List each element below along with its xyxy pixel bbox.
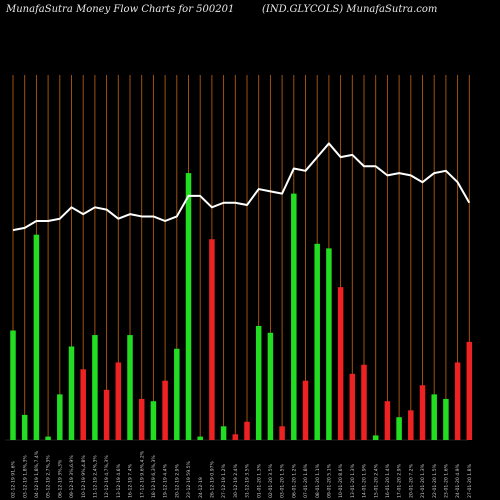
money-flow-bar xyxy=(185,173,192,440)
x-tick-label: 22-01-20 1.5% xyxy=(432,463,438,498)
money-flow-bar xyxy=(408,410,414,440)
money-flow-bar xyxy=(127,335,133,440)
x-tick-label: 20-12-19 2.9% xyxy=(174,463,180,498)
x-tick-label: 13-12-19 4.6% xyxy=(116,463,122,498)
x-tick-label: 02-12-19 91.6% xyxy=(11,460,17,498)
money-flow-bar xyxy=(10,330,16,440)
x-tick-label: 09-12-19 3%,6.9% xyxy=(69,455,75,498)
x-tick-label: 03-01-20 1.5% xyxy=(280,463,286,498)
money-flow-bar xyxy=(150,401,157,440)
x-tick-label: 27-01-20 1.8% xyxy=(467,463,473,498)
money-flow-bar xyxy=(80,369,86,440)
x-tick-label: 15-01-20 2.4% xyxy=(373,463,379,498)
x-tick-label: 26-12-19 0.97% xyxy=(210,460,216,498)
money-flow-bar xyxy=(138,398,145,440)
x-tick-label: 07-01-20 1.8% xyxy=(303,463,309,498)
money-flow-bar xyxy=(244,421,250,440)
x-tick-label: 13-01-20 1.3% xyxy=(350,463,356,498)
x-tick-label: 02-01-20 3.5% xyxy=(268,463,274,498)
money-flow-bar xyxy=(454,362,461,440)
money-flow-bar xyxy=(255,325,262,440)
money-flow-bar xyxy=(115,362,122,440)
money-flow-bar xyxy=(372,435,379,440)
x-tick-label: 03-12-19 1,8%,3% xyxy=(22,455,28,498)
x-tick-label: 16-12-19 7.4% xyxy=(128,463,134,498)
x-tick-label: 06-12-19 3%,3% xyxy=(57,459,63,498)
money-flow-bar xyxy=(103,389,110,440)
money-flow-bar xyxy=(220,426,227,440)
money-flow-bar xyxy=(45,436,51,440)
money-flow-bar xyxy=(443,398,449,440)
money-flow-bar xyxy=(279,426,285,440)
money-flow-bar xyxy=(92,335,98,440)
money-flow-bar xyxy=(232,434,239,440)
chart-title: MunafaSutra Money Flow Charts for 500201 xyxy=(6,4,235,15)
x-tick-label: 14-01-20 1.9% xyxy=(362,463,368,498)
x-tick-label: 20-01-20 7.2% xyxy=(408,463,414,498)
x-tick-label: 16-01-20 1.4% xyxy=(385,463,391,498)
x-tick-label: 09-01-20 5.1% xyxy=(327,463,333,498)
money-flow-bar xyxy=(466,341,473,440)
x-tick-label: 08-01-20 1.1% xyxy=(315,463,321,498)
x-tick-label: 27-12-19 1.2% xyxy=(221,463,227,498)
money-flow-bar xyxy=(174,348,180,440)
money-flow-bar xyxy=(267,332,274,440)
money-flow-bar xyxy=(302,380,309,440)
x-tick-label: 30-12-19 2.4% xyxy=(233,463,239,498)
x-tick-label: 19-12-19 4.4% xyxy=(163,463,169,498)
x-tick-label: 17-01-20 2.9% xyxy=(397,463,403,498)
money-flow-bar xyxy=(431,394,437,440)
x-tick-label: 05-12-19 2,7%,3% xyxy=(46,455,52,498)
x-tick-label: 23-12-19 59.5% xyxy=(186,460,192,498)
x-tick-label: 10-01-20 8.6% xyxy=(338,463,344,498)
x-tick-label: 17-12-19 9.6%,4.2% xyxy=(139,450,145,498)
money-flow-bar xyxy=(21,414,28,440)
money-flow-bar xyxy=(419,385,426,440)
x-tick-label: 23-01-20 1.6% xyxy=(444,463,450,498)
money-flow-bar xyxy=(197,436,203,440)
money-flow-bar xyxy=(314,243,320,440)
x-tick-label: 04-12-19 1,8%,7.4% xyxy=(34,450,40,498)
money-flow-bar xyxy=(162,380,168,440)
x-tick-label: 31-12-19 3.5% xyxy=(245,463,251,498)
money-flow-bar xyxy=(361,364,367,440)
money-flow-bar xyxy=(326,248,332,440)
money-flow-bar xyxy=(68,346,75,440)
x-tick-label: 12-12-19 4,7%,3% xyxy=(104,455,110,498)
x-tick-label: 21-01-20 1.3% xyxy=(420,463,426,498)
price-line xyxy=(12,142,471,232)
money-flow-bar xyxy=(384,401,391,440)
money-flow-bar xyxy=(33,234,40,440)
x-tick-label: 18-12-19 6,3%,3% xyxy=(151,455,157,498)
money-flow-bar xyxy=(291,193,297,440)
x-tick-label: 24-12-19 xyxy=(198,477,204,498)
x-tick-label: 01-01-20 1.3% xyxy=(256,463,262,498)
x-tick-label: 11-12-19 2,4%,3% xyxy=(93,455,99,498)
x-tick-label: 06-01-20 1.2% xyxy=(291,463,297,498)
money-flow-bar xyxy=(209,239,215,440)
money-flow-bar xyxy=(396,417,402,440)
x-tick-label: 24-01-20 4.9% xyxy=(455,463,461,498)
money-flow-bar xyxy=(57,394,63,440)
money-flow-bar xyxy=(349,373,356,440)
site-title: (IND.GLYCOLS) MunafaSutra.com xyxy=(262,4,438,15)
x-tick-label: 10-12-19 9%,4.8% xyxy=(81,455,87,498)
money-flow-bar xyxy=(337,287,344,440)
